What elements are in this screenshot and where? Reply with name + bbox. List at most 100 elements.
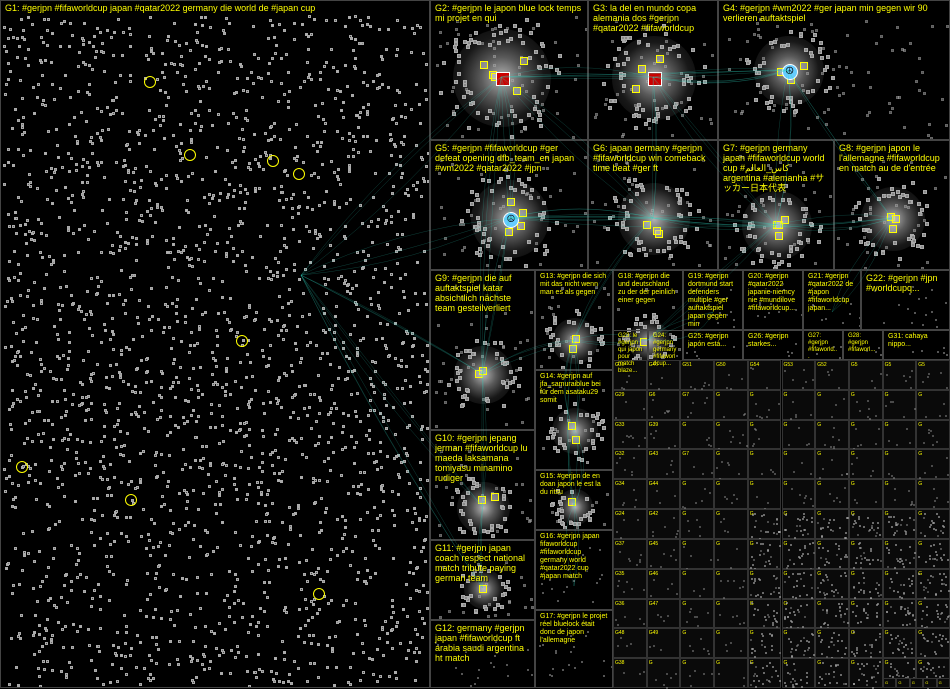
small-group-cell: G [815, 449, 849, 479]
group-panel-g11: G11: #gerjpn japan coach respect nationa… [430, 540, 535, 620]
small-group-cell: G24 [613, 509, 647, 539]
panel-label: G28: #gerjpn #fifaworl... [848, 333, 878, 354]
small-group-cell: G53 [782, 360, 816, 390]
small-group-cell: G [714, 449, 748, 479]
group-panel-g27: G27: #gerjpn #fifaworld... [803, 330, 843, 360]
small-group-cell: G [916, 449, 950, 479]
panel-label: G23: le #gerjpn qui japon pour match bla… [618, 333, 643, 375]
group-panel-g3: G3: la del en mundo copa alemania dos #g… [588, 0, 718, 140]
small-group-cell: G [883, 509, 917, 539]
small-group-cell: G [883, 449, 917, 479]
panel-label: G10: #gerjpn jepang jerman #fifaworldcup… [435, 433, 530, 483]
group-panel-g4: G4: #gerjpn #wm2022 #ger japan min gegen… [718, 0, 950, 140]
small-group-cell: G51 [680, 360, 714, 390]
small-group-cell: G [714, 599, 748, 629]
small-group-cell: G5 [849, 360, 883, 390]
panel-label: G1: #gerjpn #fifaworldcup japan #qatar20… [5, 3, 315, 13]
group-panel-g2: G2: #gerjpn le japon blue lock temps mi … [430, 0, 588, 140]
small-group-cell: G [680, 420, 714, 450]
group-panel-g28: G28: #gerjpn #fifaworl... [843, 330, 883, 360]
small-group-cell: G [748, 390, 782, 420]
small-group-cell: G [916, 628, 950, 658]
panel-label: G17: #gerjpn le projet réel bluelock éta… [540, 613, 608, 645]
small-group-cell: G [815, 599, 849, 629]
panel-label: G18: #gerjpn die und deutschland zu der … [618, 273, 678, 305]
small-group-cell: G [883, 390, 917, 420]
small-group-cell: G7 [680, 390, 714, 420]
group-panel-g20: G20: #gerjpn #qatar2022 japanie niemcy n… [743, 270, 803, 330]
panel-label: G31: cahaya nippo... [888, 333, 945, 349]
small-group-cell: G37 [613, 539, 647, 569]
panel-label: G8: #gerjpn japon le l'allemagne #fifawo… [839, 143, 945, 173]
small-group-cell: G [815, 420, 849, 450]
group-panel-g5: G5: #gerjpn #fifaworldcup #ger defeat op… [430, 140, 588, 270]
small-group-cell: G [748, 628, 782, 658]
panel-label: G7: #gerjpn germany japan #fifaworldcup … [723, 143, 829, 193]
small-group-cell: G [782, 658, 816, 688]
small-group-cell: G44 [647, 479, 681, 509]
small-group-cell: G6 [647, 390, 681, 420]
small-group-cell: G [815, 628, 849, 658]
panel-label: G21: #gerjpn #qatar2022 de #japon #fifaw… [808, 273, 856, 313]
small-group-cell: G29 [613, 390, 647, 420]
panel-label: G12: germany #gerjpn japan #fifaworldcup… [435, 623, 530, 663]
small-group-cell: G [815, 569, 849, 599]
small-group-cell: G [680, 479, 714, 509]
group-panel-g14: G14: #gerjpn auf jfa_samuraiblue bei für… [535, 370, 613, 470]
small-group-cell: G [849, 509, 883, 539]
group-panel-g22: G22: #gerjpn #jpn #worldcupq... [861, 270, 950, 330]
panel-label: G11: #gerjpn japan coach respect nationa… [435, 543, 530, 583]
small-group-cell: G32 [613, 449, 647, 479]
small-group-cell: G [849, 479, 883, 509]
small-group-cell: G [782, 628, 816, 658]
small-group-cell: G [748, 539, 782, 569]
panel-label: G20: #gerjpn #qatar2022 japanie niemcy n… [748, 273, 798, 313]
small-group-cell: G [680, 509, 714, 539]
small-group-cell: G [714, 628, 748, 658]
small-group-cell: G [916, 390, 950, 420]
small-group-cell: G [883, 479, 917, 509]
small-group-cell: G [883, 539, 917, 569]
small-group-cell: G [849, 420, 883, 450]
panel-label: G5: #gerjpn #fifaworldcup #ger defeat op… [435, 143, 583, 173]
small-group-cell: G [714, 390, 748, 420]
small-group-cell: G [916, 479, 950, 509]
panel-label: G26: #gerjpn starkes... [748, 333, 798, 349]
panel-label: G2: #gerjpn le japon blue lock temps mi … [435, 3, 583, 23]
group-panel-g16: G16: #gerjpn japan fifaworldcup #fifawor… [535, 530, 613, 610]
group-panel-g31: G31: cahaya nippo... [883, 330, 950, 360]
small-group-cell: G [680, 599, 714, 629]
small-group-cell: G [883, 420, 917, 450]
small-group-cell: G [714, 479, 748, 509]
small-group-cell: G [782, 599, 816, 629]
small-group-cell: G [782, 539, 816, 569]
small-group-cell: G33 [613, 420, 647, 450]
small-group-cell: G [782, 509, 816, 539]
panel-label: G16: #gerjpn japan fifaworldcup #fifawor… [540, 533, 608, 581]
small-group-cell: G [782, 479, 816, 509]
small-group-cell: G38 [613, 658, 647, 688]
small-group-cell: G [748, 449, 782, 479]
small-group-cell: G [782, 420, 816, 450]
small-group-cell: G [680, 539, 714, 569]
small-group-cell: G [849, 449, 883, 479]
small-group-cell: G [883, 599, 917, 629]
small-group-cell: G5 [916, 360, 950, 390]
group-panel-g23: G23: le #gerjpn qui japon pour match bla… [613, 330, 648, 380]
panel-label: G19: #gerjpn dortmund start defenders mu… [688, 273, 738, 329]
group-panel-g26: G26: #gerjpn starkes... [743, 330, 803, 360]
group-panel-g13: G13: #gerjpn die sich mit das nicht wenn… [535, 270, 613, 370]
small-group-cell: G [714, 569, 748, 599]
group-panel-g9: G9: #gerjpn die auf auftaktspiel katar a… [430, 270, 535, 430]
small-group-cell: G [714, 420, 748, 450]
small-group-cell: G54 [748, 360, 782, 390]
small-group-cell: G [849, 599, 883, 629]
small-group-cell: G [815, 479, 849, 509]
small-group-cell: G [680, 628, 714, 658]
small-group-cell: G43 [647, 449, 681, 479]
small-group-cell: G [748, 599, 782, 629]
group-panel-g17: G17: #gerjpn le projet réel bluelock éta… [535, 610, 613, 688]
small-group-cell: G47 [647, 599, 681, 629]
small-group-cell: G46 [647, 569, 681, 599]
small-group-cell: G [916, 569, 950, 599]
